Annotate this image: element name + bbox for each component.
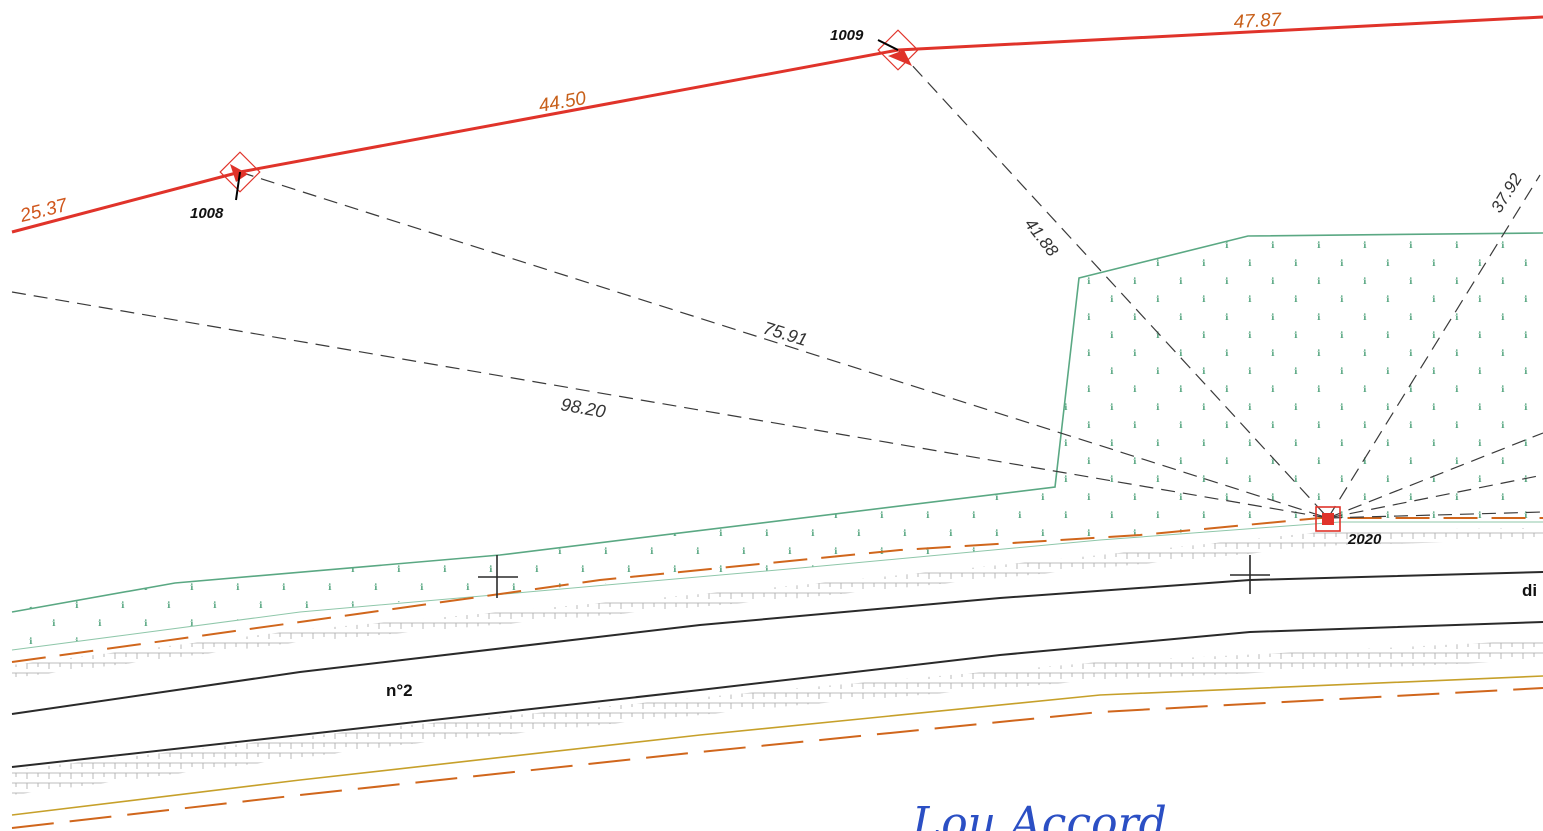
kerb-band-lower <box>12 640 1543 795</box>
point-label-1009: 1009 <box>830 27 864 44</box>
road-label-cut: di <box>1522 581 1537 600</box>
vegetation-outline <box>11 232 1543 613</box>
distance-label-37-92: 37.92 <box>1487 170 1526 217</box>
survey-point-1009 <box>877 29 919 71</box>
distance-label-98-20: 98.20 <box>559 394 607 422</box>
road-label: n°2 <box>386 681 413 700</box>
road-edge-upper <box>11 571 1543 715</box>
handwritten-note: Lou Accord <box>911 798 1167 831</box>
survey-point-2020 <box>1315 506 1341 532</box>
survey-cross-2 <box>1230 555 1270 594</box>
line-2020-e3 <box>1327 511 1543 519</box>
road-edge-lower <box>11 621 1543 768</box>
property-boundary <box>11 15 1543 234</box>
vegetation-lower-edge <box>11 521 1543 651</box>
yellow-line <box>11 675 1543 816</box>
orange-dashed-line-lower <box>11 687 1543 829</box>
survey-point-1008 <box>219 151 261 201</box>
survey-cross-1 <box>478 555 518 598</box>
measurement-lines <box>11 49 1543 519</box>
line-2020-e2 <box>1327 474 1543 519</box>
orange-dashed-line-upper <box>11 517 1543 663</box>
segment-length-2: 44.50 <box>537 88 588 117</box>
point-label-2020: 2020 <box>1347 531 1382 548</box>
line-2020-ne <box>1327 174 1541 519</box>
vegetation-zone <box>12 233 1543 650</box>
kerb-band-upper <box>12 528 1543 678</box>
segment-length-3: 47.87 <box>1233 9 1283 33</box>
line-1008-2020 <box>239 171 1329 519</box>
line-2020-e1 <box>1327 432 1543 519</box>
point-label-1008: 1008 <box>190 205 224 222</box>
line-1009-2020 <box>897 49 1329 519</box>
line-west-2020 <box>11 291 1329 519</box>
